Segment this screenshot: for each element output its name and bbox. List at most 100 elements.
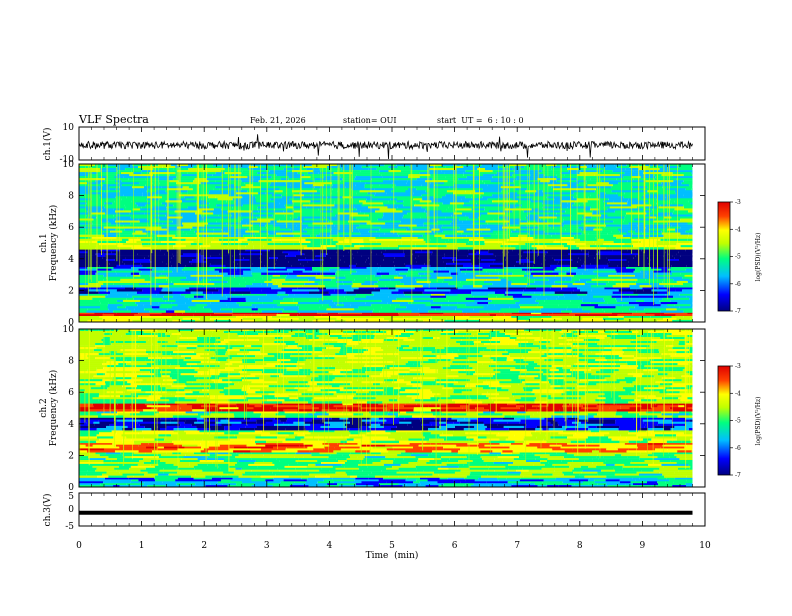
spectrogram-cell <box>237 452 244 454</box>
spectrogram-cell <box>501 186 521 188</box>
spectrogram-cell <box>182 445 197 447</box>
spectrogram-cell <box>90 190 96 192</box>
spectrogram-cell <box>639 174 654 176</box>
spectrogram-cell <box>134 261 151 263</box>
spectrogram-cell <box>646 347 664 349</box>
spectrogram-cell <box>348 420 362 422</box>
spectrogram-cell <box>617 424 637 426</box>
spectrogram-cell <box>349 265 356 267</box>
spectrogram-cell <box>142 265 149 267</box>
spectrogram-cell <box>307 479 324 481</box>
spectrogram-cell <box>259 298 284 300</box>
spectrogram-cell <box>384 259 408 261</box>
spectrogram-cell <box>512 415 530 417</box>
spectrogram-cell <box>517 196 531 198</box>
spectrogram-cell <box>467 283 493 285</box>
spectrogram-cell <box>378 281 400 283</box>
spectrogram-cell <box>604 168 626 170</box>
spectrogram-cell <box>574 235 600 237</box>
spectrogram-cell <box>91 436 97 438</box>
spectrogram-cell <box>673 481 692 483</box>
spectrogram-cell <box>588 420 599 422</box>
spectrogram-cell <box>119 186 132 188</box>
spectrogram-cell <box>422 434 439 436</box>
spectrogram-cell <box>323 198 345 200</box>
spectrogram-cell <box>97 198 121 200</box>
spectrogram-cell <box>286 192 299 194</box>
spectrogram-cell <box>283 172 298 174</box>
spectrogram-cell <box>556 233 582 235</box>
spectrogram-cell <box>284 308 299 310</box>
spectrogram-cell <box>156 245 173 247</box>
spectrogram-cell <box>628 261 655 263</box>
spectrogram-cell <box>213 331 224 333</box>
spectrogram-cell <box>639 253 656 255</box>
spectrogram-cell <box>690 318 692 320</box>
spectrogram-cell <box>513 483 535 485</box>
spectrogram-cell <box>526 445 550 447</box>
spectrogram-cell <box>670 198 692 200</box>
spectrogram-cell <box>356 483 379 485</box>
spectrogram-cell <box>79 204 104 206</box>
spectrogram-cell <box>113 310 131 312</box>
spectrogram-cell <box>462 213 488 215</box>
spectrogram-cell <box>690 341 693 343</box>
spectrogram-cell <box>388 206 398 208</box>
spectrogram-cell <box>521 168 540 170</box>
spectrogram-cell <box>299 192 320 194</box>
spectrogram-cell <box>660 239 687 241</box>
spectrogram-cell <box>121 318 141 320</box>
spectrogram-cell <box>274 464 288 466</box>
spectrogram-cell <box>345 261 365 263</box>
spectrogram-cell <box>672 409 692 411</box>
spectrogram-cell <box>357 251 372 253</box>
spectrogram-cell <box>633 292 657 294</box>
spectrogram-cell <box>118 462 143 464</box>
spectrogram-cell <box>221 208 241 210</box>
spectrogram-cell <box>338 337 354 339</box>
spectrogram-cell <box>435 418 452 420</box>
spectrogram-cell <box>428 310 441 312</box>
spectrogram-cell <box>555 239 580 241</box>
spectrogram-cell <box>182 219 205 221</box>
spectrogram-cell <box>588 292 613 294</box>
spectrogram-cell <box>457 302 477 304</box>
spectrogram-cell <box>474 247 482 249</box>
spectrogram-cell <box>161 241 181 243</box>
spectrogram-cell <box>79 337 103 339</box>
spectrogram-cell <box>630 462 654 464</box>
spectrogram-cell <box>434 198 461 200</box>
spectrogram-cell <box>493 231 511 233</box>
spectrogram-cell <box>379 170 388 172</box>
spectrogram-cell <box>321 251 337 253</box>
spectrogram-cell <box>637 289 644 291</box>
spectrogram-cell <box>349 454 375 456</box>
spectrogram-cell <box>270 221 276 223</box>
spectrogram-cell <box>622 415 637 417</box>
spectrogram-cell <box>275 445 299 447</box>
spectrogram-cell <box>466 479 475 481</box>
spectrogram-cell <box>378 298 397 300</box>
spectrogram-cell <box>255 428 271 430</box>
spectrogram-cell <box>148 255 174 257</box>
spectrogram-cell <box>688 237 693 239</box>
spectrogram-cell <box>320 204 334 206</box>
spectrogram-cell <box>226 304 239 306</box>
spectrogram-cell <box>283 298 293 300</box>
ch1-spectrogram-image <box>79 164 705 322</box>
spectrogram-cell <box>430 192 454 194</box>
spectrogram-cell <box>406 411 424 413</box>
spectrogram-cell <box>543 337 559 339</box>
spectrogram-cell <box>648 454 675 456</box>
spectrogram-cell <box>381 243 401 245</box>
spectrogram-cell <box>121 452 134 454</box>
spectrogram-cell <box>683 247 691 249</box>
spectrogram-cell <box>188 306 203 308</box>
spectrogram-cell <box>108 304 123 306</box>
spectrogram-cell <box>280 249 298 251</box>
spectrogram-cell <box>533 418 545 420</box>
spectrogram-cell <box>487 436 509 438</box>
spectrogram-cell <box>217 349 228 351</box>
spectrogram-cell <box>329 219 356 221</box>
spectrogram-cell <box>226 411 253 413</box>
